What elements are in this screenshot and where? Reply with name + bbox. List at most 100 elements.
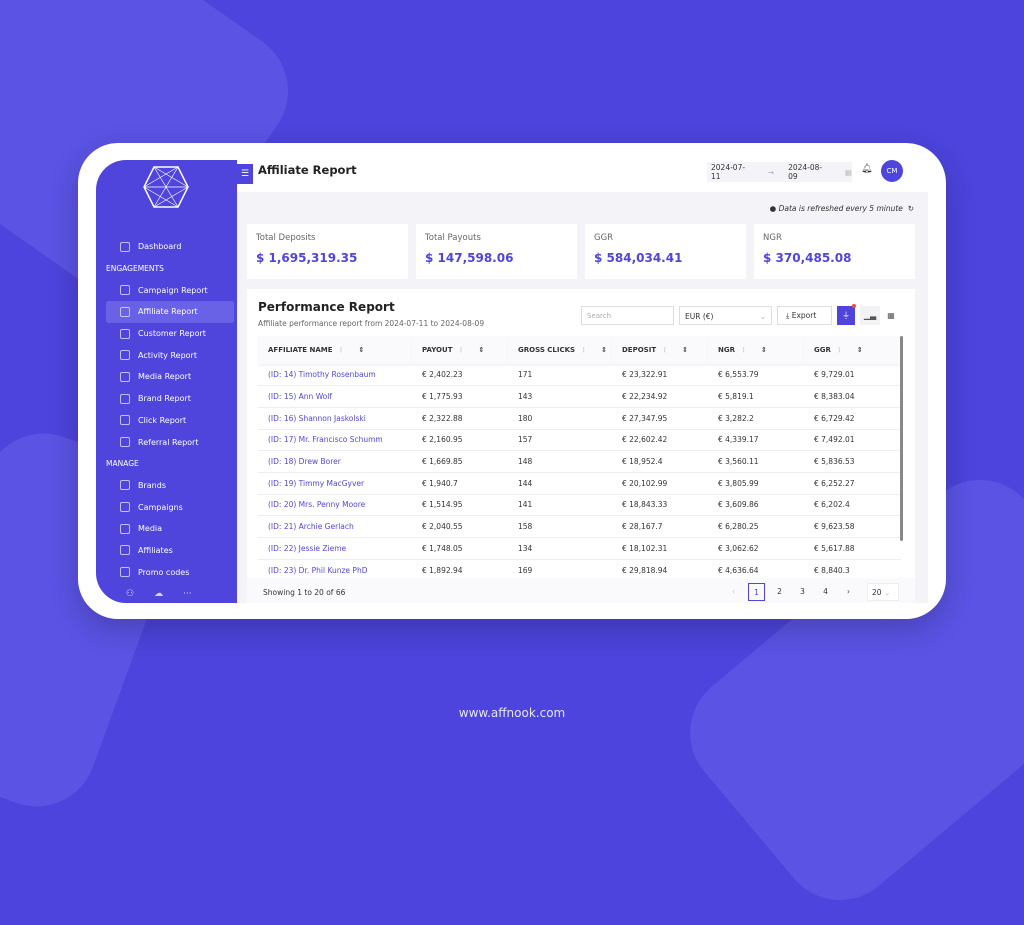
column-menu-icon[interactable]: ⋮ <box>337 346 345 354</box>
sidebar-item-media-report[interactable]: Media Report <box>106 366 234 388</box>
cloud-icon[interactable]: ☁ <box>154 589 164 599</box>
table-row: (ID: 22) Jessie Zieme € 1,748.05 134 € 18,1… <box>258 537 901 560</box>
table-cell: € 4,339.17 <box>708 429 804 452</box>
sidebar-item-label: Dashboard <box>138 242 182 252</box>
table-cell: 180 <box>508 407 612 430</box>
affiliate-link[interactable]: (ID: 22) Jessie Zieme <box>258 537 412 560</box>
filter-icon: ⏚ <box>842 311 850 320</box>
table-cell: € 3,282.2 <box>708 407 804 430</box>
table-cell: € 1,748.05 <box>412 537 508 560</box>
column-label: DEPOSIT <box>622 346 657 354</box>
sidebar-item-affiliate-report[interactable]: Affiliate Report <box>106 301 234 323</box>
sidebar-item-label: Media <box>138 524 163 534</box>
date-from[interactable]: 2024-07-11 <box>711 163 746 181</box>
filter-badge <box>852 304 856 308</box>
summary-cards: Total Deposits $ 1,695,319.35 Total Payout… <box>247 224 915 279</box>
table-cell: € 18,843.33 <box>612 494 708 517</box>
column-header[interactable]: NGR ⋮ ⇕ <box>708 336 804 364</box>
sidebar-item-brand-report[interactable]: Brand Report <box>106 388 234 410</box>
table-row: (ID: 15) Ann Wolf € 1,775.93 143 € 22,234.9… <box>258 385 901 408</box>
affiliate-link[interactable]: (ID: 17) Mr. Francisco Schumm <box>258 429 412 452</box>
affiliate-link[interactable]: (ID: 18) Drew Borer <box>258 450 412 473</box>
bell-icon[interactable]: 🔔︎ <box>861 164 873 174</box>
column-menu-icon[interactable]: ⋮ <box>661 346 669 354</box>
date-to[interactable]: 2024-08-09 <box>788 163 823 181</box>
more-icon[interactable]: ··· <box>183 589 192 599</box>
affiliate-link[interactable]: (ID: 15) Ann Wolf <box>258 385 412 408</box>
affiliate-link[interactable]: (ID: 20) Mrs. Penny Moore <box>258 494 412 517</box>
table-cell: 148 <box>508 450 612 473</box>
sidebar-item-media[interactable]: Media <box>106 518 234 540</box>
column-menu-icon[interactable]: ⋮ <box>580 346 588 354</box>
column-label: NGR <box>718 346 735 354</box>
date-range-picker[interactable]: 2024-07-11 → 2024-08-09 ▦ <box>707 162 852 182</box>
sidebar-section-label: ENGAGEMENTS <box>106 263 164 273</box>
report-icon <box>120 328 130 339</box>
table-scrollbar[interactable] <box>900 336 903 541</box>
currency-value: EUR (€) <box>685 312 714 321</box>
page-button[interactable]: 3 <box>800 587 805 596</box>
sidebar-item-campaigns[interactable]: Campaigns <box>106 496 234 518</box>
sidebar-item-campaign-report[interactable]: Campaign Report <box>106 279 234 301</box>
column-header[interactable]: GROSS CLICKS ⋮ ⇕ <box>508 336 612 364</box>
filter-button[interactable]: ⏚ <box>837 304 856 325</box>
avatar[interactable]: CM <box>881 160 903 182</box>
affiliate-link[interactable]: (ID: 19) Timmy MacGyver <box>258 472 412 495</box>
sidebar-item-click-report[interactable]: Click Report <box>106 410 234 432</box>
user-icon[interactable]: ⚇ <box>126 589 135 599</box>
sidebar-item-customer-report[interactable]: Customer Report <box>106 323 234 345</box>
sort-icon[interactable]: ⇕ <box>358 346 365 354</box>
export-button[interactable]: ⤓ Export <box>777 306 832 325</box>
sort-icon[interactable]: ⇕ <box>601 346 607 354</box>
currency-select[interactable]: EUR (€) ⌄ <box>679 306 772 325</box>
page-size-select[interactable]: 20 ⌄ <box>867 583 899 601</box>
table-cell: € 6,252.27 <box>804 472 901 495</box>
table-cell: € 9,729.01 <box>804 364 901 387</box>
performance-table: AFFILIATE NAME ⋮ ⇕ PAYOUT ⋮ ⇕ GROSS CLICKS ⋮ ⇕ DE… <box>258 336 901 582</box>
search-input[interactable]: Search <box>581 306 674 325</box>
table-cell: € 20,102.99 <box>612 472 708 495</box>
refresh-icon[interactable]: ↻ <box>907 204 914 213</box>
page-button[interactable]: 1 <box>748 583 765 601</box>
affiliate-link[interactable]: (ID: 14) Timothy Rosenbaum <box>258 364 412 387</box>
sort-icon[interactable]: ⇕ <box>856 346 863 354</box>
chart-view-icon[interactable]: ▁▃ <box>860 306 880 325</box>
sidebar-item-activity-report[interactable]: Activity Report <box>106 344 234 366</box>
affiliate-link[interactable]: (ID: 21) Archie Gerlach <box>258 515 412 538</box>
sort-icon[interactable]: ⇕ <box>761 346 767 354</box>
column-menu-icon[interactable]: ⋮ <box>835 346 843 354</box>
column-menu-icon[interactable]: ⋮ <box>740 346 747 354</box>
calendar-icon: ▦ <box>844 167 852 177</box>
sidebar-item-referral-report[interactable]: Referral Report <box>106 431 234 453</box>
page-button[interactable]: 2 <box>777 587 782 596</box>
column-header[interactable]: PAYOUT ⋮ ⇕ <box>412 336 508 364</box>
table-cell: € 5,836.53 <box>804 450 901 473</box>
table-view-icon[interactable]: ▦ <box>881 306 901 325</box>
page-button[interactable]: 4 <box>823 587 828 596</box>
column-label: GGR <box>814 346 831 354</box>
report-icon <box>120 393 130 404</box>
sidebar: Dashboard ENGAGEMENTS Campaign Report Affil… <box>96 160 237 603</box>
table-cell: € 1,775.93 <box>412 385 508 408</box>
sidebar-item-brands[interactable]: Brands <box>106 475 234 497</box>
sidebar-item-label: Customer Report <box>138 329 206 339</box>
sidebar-item-dashboard[interactable]: Dashboard <box>106 236 234 258</box>
report-icon <box>120 350 130 361</box>
column-header[interactable]: AFFILIATE NAME ⋮ ⇕ <box>258 336 412 364</box>
column-menu-icon[interactable]: ⋮ <box>457 346 465 354</box>
report-icon <box>120 371 130 382</box>
column-header[interactable]: GGR ⋮ ⇕ <box>804 336 901 364</box>
column-label: AFFILIATE NAME <box>268 346 333 354</box>
sidebar-item-promo-codes[interactable]: Promo codes <box>106 561 234 583</box>
prev-page-icon[interactable]: ‹ <box>732 587 735 596</box>
sort-icon[interactable]: ⇕ <box>478 346 485 354</box>
refresh-note: ● Data is refreshed every 5 minute ↻ <box>770 204 914 213</box>
sidebar-item-affiliates[interactable]: Affiliates <box>106 540 234 562</box>
menu-toggle-icon[interactable]: ☰ <box>237 164 253 184</box>
sort-icon[interactable]: ⇕ <box>682 346 688 354</box>
next-page-icon[interactable]: › <box>847 587 850 596</box>
column-header[interactable]: DEPOSIT ⋮ ⇕ <box>612 336 708 364</box>
table-footer: Showing 1 to 20 of 66 ‹ 1 2 3 4 › 20 ⌄ <box>247 578 915 603</box>
table-cell: 171 <box>508 364 612 387</box>
affiliate-link[interactable]: (ID: 16) Shannon Jaskolski <box>258 407 412 430</box>
